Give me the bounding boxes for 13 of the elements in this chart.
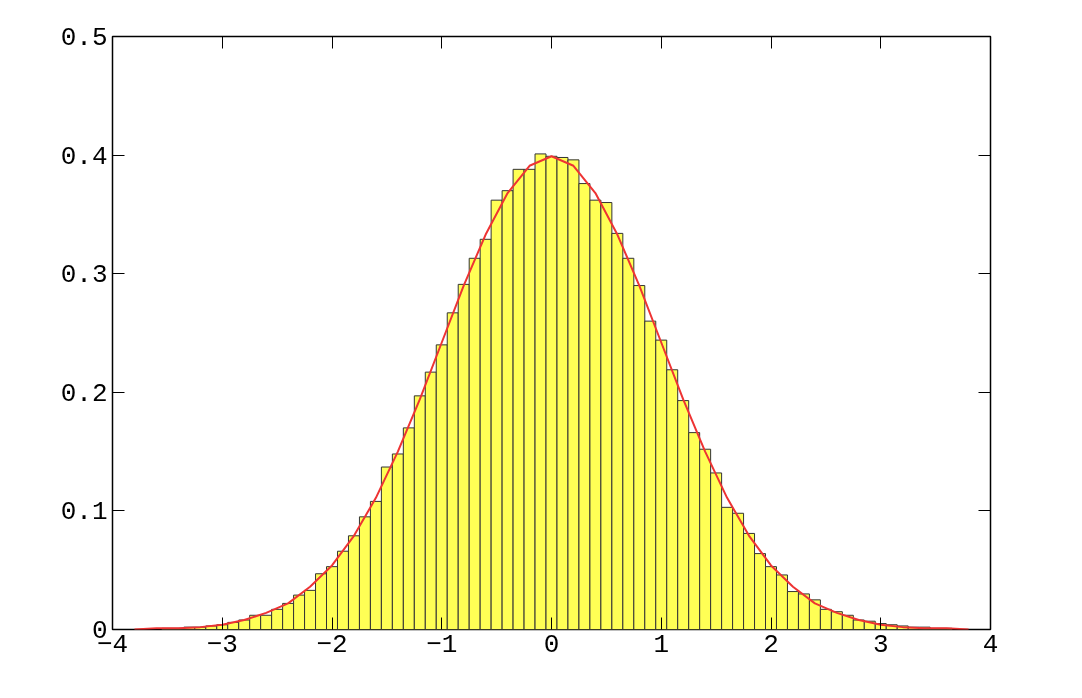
y-tick-label: 0.5 <box>60 23 108 53</box>
x-tick-label: 4 <box>982 629 999 660</box>
y-tick-label: 0.1 <box>60 497 108 528</box>
x-tick-label: −3 <box>206 629 238 660</box>
x-tick-label: 1 <box>653 629 670 660</box>
x-tick-label: 2 <box>763 629 779 660</box>
y-tick-label: 0.3 <box>60 260 108 291</box>
x-tick-label: −1 <box>426 629 458 660</box>
x-tick-label: 0 <box>543 629 560 660</box>
x-tick-label: −2 <box>316 629 348 660</box>
y-tick-label: 0.2 <box>60 378 108 409</box>
x-tick-label: 3 <box>872 629 889 660</box>
y-tick-label: 0.4 <box>60 141 108 172</box>
